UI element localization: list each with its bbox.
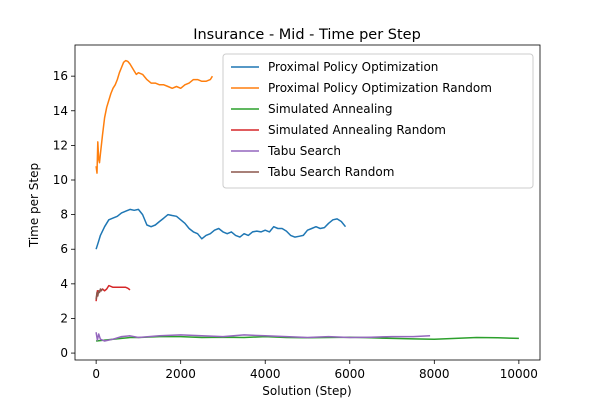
y-axis-label: Time per Step [27,163,41,248]
series-line-3 [95,284,131,302]
x-tick-label: 2000 [165,367,196,381]
series-line-2 [96,335,519,342]
x-tick-label: 10000 [500,367,538,381]
y-tick-label: 14 [53,104,68,118]
legend-label: Simulated Annealing Random [268,123,446,137]
axes-layer [74,44,541,361]
y-tick-label: 16 [53,69,68,83]
legend-label: Tabu Search Random [267,165,394,179]
series-line-0 [95,208,347,250]
legend-label: Proximal Policy Optimization [268,60,438,74]
y-tick-label: 0 [60,346,68,360]
legend-label: Simulated Annealing [268,102,393,116]
x-axis-label: Solution (Step) [262,384,351,398]
chart-title: Insurance - Mid - Time per Step [193,27,421,43]
x-tick-label: 4000 [250,367,281,381]
plot-frame [74,44,541,361]
x-tick-label: 6000 [334,367,365,381]
series-line-1 [95,59,214,174]
y-tick-label: 4 [60,277,68,291]
y-tick-label: 2 [60,311,68,325]
series-line-4 [95,332,431,342]
x-tick-label: 8000 [419,367,450,381]
y-tick-label: 12 [53,138,68,152]
legend-label: Tabu Search [267,144,341,158]
legend-box [222,53,534,189]
series-layer [95,59,519,342]
y-tick-label: 8 [60,208,68,222]
x-ticks: 0 2000 4000 6000 8000 10000 [92,360,538,381]
x-tick-label: 0 [92,367,100,381]
legend: Proximal Policy Optimization Proximal Pol… [222,53,534,189]
legend-label: Proximal Policy Optimization Random [268,81,492,95]
y-ticks: 0 2 4 6 8 10 12 14 16 [53,69,75,360]
y-tick-label: 6 [60,242,68,256]
y-tick-label: 10 [53,173,68,187]
series-line-5 [95,288,104,300]
